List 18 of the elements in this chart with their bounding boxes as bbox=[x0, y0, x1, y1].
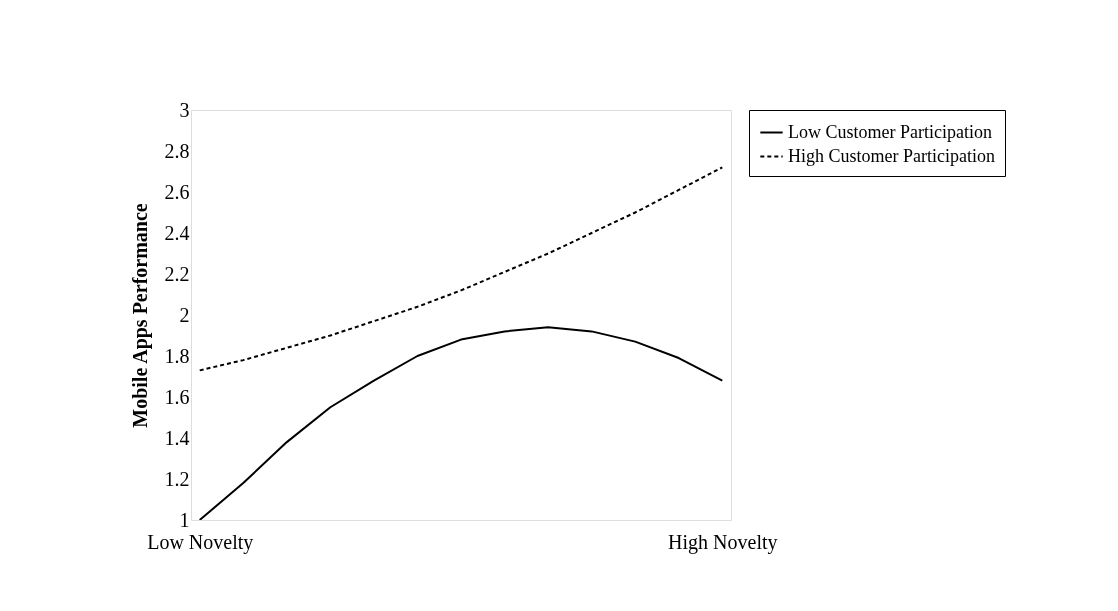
y-tick-label: 2.2 bbox=[164, 262, 190, 285]
legend-label: High Customer Participation bbox=[788, 145, 995, 166]
y-tick-label: 1.6 bbox=[164, 385, 190, 408]
y-axis-title: Mobile Apps Performance bbox=[128, 203, 152, 428]
y-tick-label: 2.6 bbox=[164, 180, 190, 203]
legend-label: Low Customer Participation bbox=[788, 121, 992, 142]
line-series bbox=[198, 326, 724, 520]
y-tick-label: 2 bbox=[179, 303, 190, 326]
x-tick-label: High Novelty bbox=[668, 530, 778, 554]
y-tick-label: 1 bbox=[179, 508, 190, 531]
line-series bbox=[198, 166, 724, 372]
y-tick-label: 2.4 bbox=[164, 221, 190, 244]
x-tick-label: Low Novelty bbox=[147, 530, 254, 554]
y-tick-label: 1.2 bbox=[164, 467, 190, 490]
y-tick-label: 1.4 bbox=[164, 426, 190, 449]
y-tick-label: 2.8 bbox=[164, 139, 190, 162]
y-tick-label: 3 bbox=[179, 98, 190, 121]
y-tick-label: 1.8 bbox=[164, 344, 190, 367]
